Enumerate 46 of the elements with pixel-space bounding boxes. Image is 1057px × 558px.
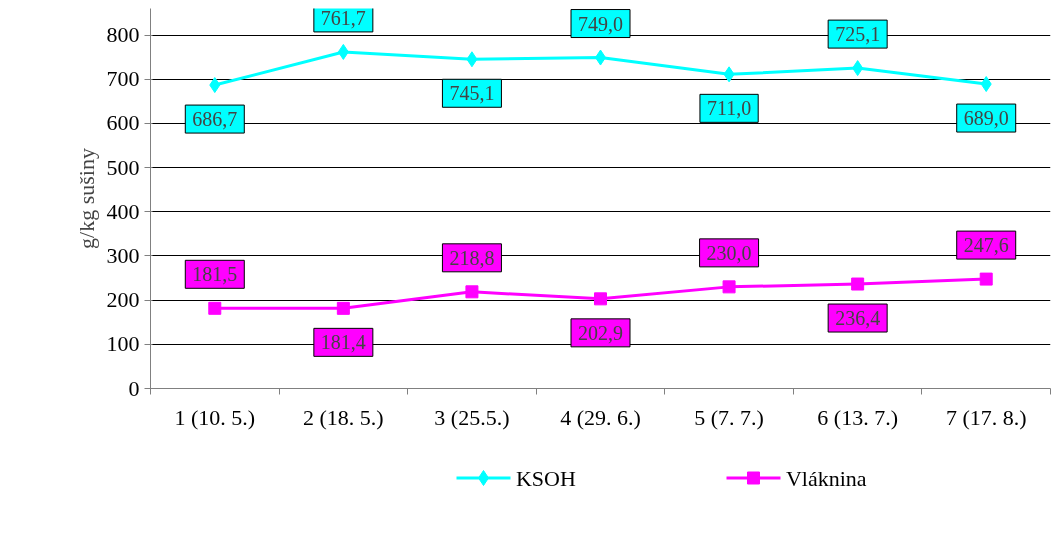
point	[209, 77, 221, 94]
legend-label: Vláknina	[785, 465, 867, 491]
point	[594, 292, 607, 306]
x-tick-label: 5 (7. 7.)	[694, 404, 764, 430]
point	[852, 60, 864, 77]
point	[722, 280, 736, 294]
data-label: 689,0	[963, 107, 1009, 130]
x-tick-label: 3 (25.5.)	[434, 404, 510, 430]
y-tick-label: 0	[128, 375, 140, 401]
data-label: 745,1	[449, 82, 495, 105]
data-label: 725,1	[835, 23, 881, 46]
y-tick-label: 600	[106, 110, 140, 136]
point	[466, 51, 478, 68]
data-label: 711,0	[706, 97, 752, 120]
point	[337, 43, 349, 60]
y-tick-label: 400	[106, 198, 140, 224]
y-tick-label: 300	[106, 242, 140, 268]
x-tick-label: 1 (10. 5.)	[174, 404, 256, 430]
x-tick-label: 4 (29. 6.)	[560, 404, 641, 430]
point	[979, 272, 993, 286]
data-label: 218,8	[449, 246, 495, 269]
data-label: 181,4	[320, 331, 366, 354]
point	[208, 301, 222, 315]
data-label: 236,4	[835, 307, 881, 330]
point	[465, 285, 479, 299]
y-tick-label: 700	[106, 66, 140, 92]
data-label: 181,5	[192, 263, 238, 286]
y-axis-title: g/kg sušiny	[73, 148, 99, 249]
x-tick-label: 7 (17. 8.)	[945, 404, 1027, 430]
y-tick-label: 100	[106, 331, 140, 357]
data-label: 230,0	[706, 241, 752, 264]
y-tick-label: 200	[106, 287, 140, 313]
data-label: 686,7	[192, 108, 238, 131]
data-label: 247,6	[963, 234, 1009, 257]
point	[980, 76, 992, 93]
point	[723, 66, 735, 83]
data-label: 761,7	[320, 6, 366, 29]
y-tick-label: 800	[106, 22, 140, 48]
x-tick-label: 2 (18. 5.)	[303, 404, 384, 430]
point	[336, 301, 350, 315]
data-label: 202,9	[578, 321, 623, 344]
y-tick-label: 500	[106, 154, 140, 180]
data-label: 749,0	[578, 12, 623, 35]
legend-label: KSOH	[515, 465, 576, 491]
point	[851, 277, 865, 291]
x-tick-label: 6 (13. 7.)	[817, 404, 898, 430]
